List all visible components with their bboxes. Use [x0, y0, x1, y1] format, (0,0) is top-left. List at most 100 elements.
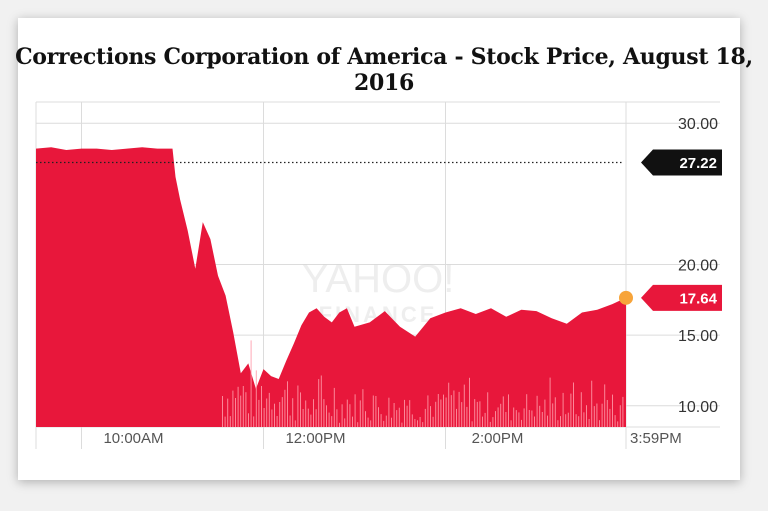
last-price-label: 17.64: [679, 290, 717, 307]
volume-bar: [352, 416, 353, 427]
volume-bar: [375, 396, 377, 427]
volume-bar: [432, 416, 434, 427]
volume-bar: [393, 403, 395, 427]
volume-bar: [593, 406, 595, 427]
volume-bar: [240, 395, 242, 427]
volume-bar: [440, 399, 442, 427]
volume-bar: [445, 397, 447, 427]
volume-bar: [612, 394, 613, 427]
volume-bar: [606, 400, 608, 427]
volume-bar: [396, 410, 398, 427]
volume-bar: [406, 405, 408, 427]
volume-bar: [599, 420, 600, 427]
volume-bar: [341, 404, 343, 427]
previous-close-label: 27.22: [679, 155, 717, 172]
volume-bar: [575, 414, 577, 427]
volume-bar: [255, 370, 257, 427]
volume-bar: [515, 410, 517, 427]
volume-bar: [346, 399, 348, 427]
y-tick-label: 10.00: [678, 399, 718, 416]
volume-bar: [554, 397, 556, 427]
volume-bar: [580, 392, 582, 427]
volume-bar: [461, 402, 463, 427]
volume-bar: [336, 409, 338, 427]
volume-bar: [305, 400, 307, 427]
volume-bar: [331, 416, 333, 427]
volume-bar: [419, 417, 421, 427]
volume-bar: [583, 412, 585, 427]
volume-bar: [250, 340, 252, 427]
volume-bar: [333, 387, 335, 427]
volume-bar: [287, 381, 288, 427]
volume-bar: [383, 420, 385, 427]
volume-bar: [476, 401, 478, 427]
volume-bar: [570, 393, 572, 427]
volume-bar: [557, 420, 559, 427]
y-tick-label: 30.00: [678, 116, 718, 133]
volume-bar: [313, 399, 314, 427]
volume-bar: [349, 404, 351, 427]
volume-bar: [430, 406, 431, 427]
volume-bar: [487, 392, 489, 427]
volume-bar: [523, 408, 525, 427]
volume-bar: [578, 416, 580, 427]
volume-bar: [479, 401, 481, 427]
volume-bar: [372, 395, 374, 427]
volume-bar: [248, 413, 249, 427]
volume-bar: [261, 386, 262, 427]
x-tick-label: 12:00PM: [285, 430, 345, 447]
volume-bar: [318, 379, 320, 427]
volume-bar: [307, 408, 309, 427]
volume-bar: [274, 403, 275, 427]
volume-bar: [359, 400, 361, 427]
volume-bar: [567, 412, 569, 427]
volume-bar: [463, 384, 465, 427]
volume-bar: [617, 421, 619, 427]
last-price-badge: [641, 284, 722, 311]
volume-bar: [284, 389, 286, 427]
volume-bar: [588, 419, 590, 427]
volume-bar: [237, 386, 239, 427]
axis-labels-layer: 10.00 15.00 20.00 30.00 10:00AM 12:00PM 2:00PM…: [103, 116, 718, 447]
volume-bar: [437, 394, 439, 427]
volume-bar: [497, 407, 499, 427]
volume-bar: [297, 385, 299, 427]
volume-bar: [242, 386, 244, 427]
volume-bar: [456, 408, 457, 427]
volume-bar: [380, 414, 382, 427]
volume-bar: [409, 400, 411, 427]
volume-bar: [495, 411, 496, 427]
volume-bar: [310, 414, 312, 427]
volume-bar: [601, 403, 603, 427]
volume-bar: [604, 384, 606, 427]
volume-bar: [268, 392, 270, 427]
volume-bar: [560, 416, 561, 427]
volume-bar: [339, 422, 340, 427]
volume-bar: [294, 420, 296, 427]
volume-bar: [370, 420, 372, 427]
volume-bar: [484, 412, 486, 427]
volume-bar: [302, 409, 304, 427]
volume-bar: [489, 421, 491, 427]
volume-bar: [224, 416, 226, 427]
volume-bar: [401, 422, 403, 427]
volume-bar: [300, 392, 301, 427]
volume-bar: [315, 409, 317, 427]
volume-bar: [320, 375, 322, 427]
volume-bar: [622, 396, 624, 427]
volume-bar: [235, 398, 236, 427]
volume-bar: [596, 403, 598, 427]
volume-bar: [534, 416, 535, 427]
volume-bar: [435, 401, 437, 427]
volume-bar: [531, 410, 533, 427]
volume-bar: [492, 417, 494, 427]
volume-bar: [398, 407, 400, 427]
volume-bar: [482, 416, 483, 427]
x-tick-label: 2:00PM: [472, 430, 524, 447]
volume-bar: [222, 396, 223, 427]
volume-bar: [229, 416, 231, 427]
volume-bar: [536, 395, 538, 427]
volume-bar: [385, 415, 387, 427]
volume-bar: [552, 403, 554, 427]
volume-bar: [417, 420, 418, 427]
